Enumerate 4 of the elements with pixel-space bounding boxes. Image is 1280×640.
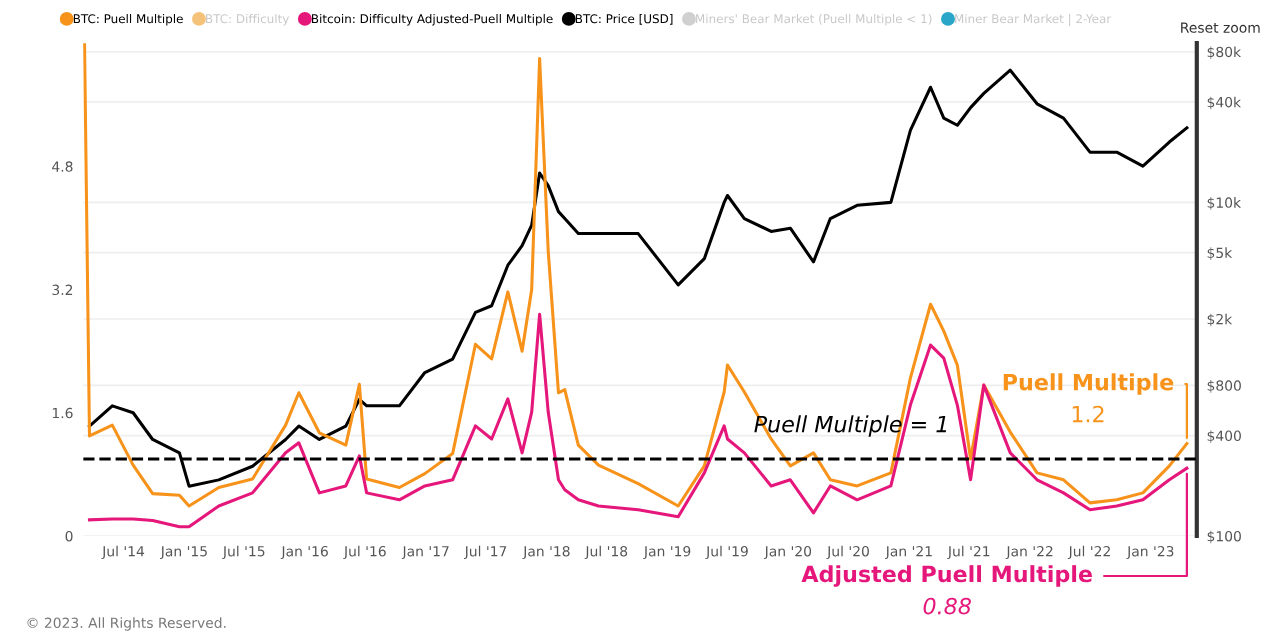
- text: 0.88: [923, 597, 971, 615]
- annotation: 1.2: [1072, 405, 1104, 423]
- annotation: Adjusted Puell Multiple: [801, 565, 1092, 587]
- annotation: Puell Multiple: [1003, 373, 1174, 395]
